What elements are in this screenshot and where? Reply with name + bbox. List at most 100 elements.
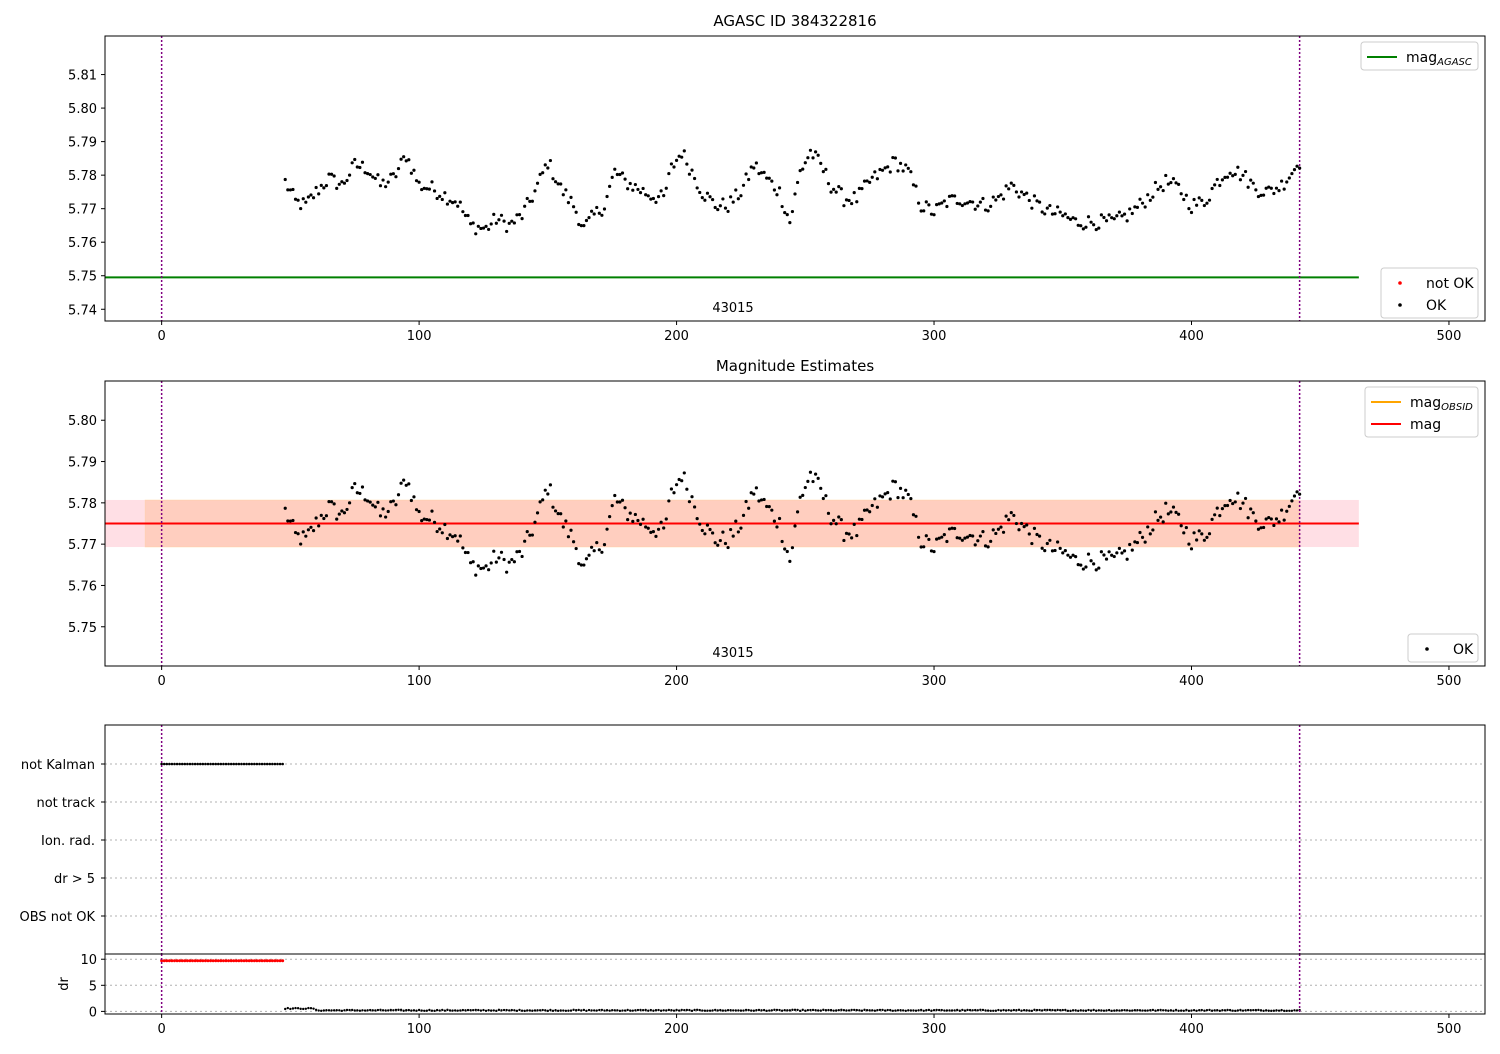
dr-ok-point <box>901 1009 905 1012</box>
top-ok-point <box>1056 205 1060 209</box>
dr-ok-point <box>783 1008 786 1012</box>
dr-ok-point <box>1236 1009 1240 1012</box>
dr-ok-point <box>1290 1009 1294 1012</box>
top-ok-point <box>1112 217 1116 221</box>
top-ok-point <box>945 204 949 209</box>
mid-ok-point <box>731 534 735 538</box>
top-ok-point <box>1058 210 1062 214</box>
top-ok-point <box>1061 214 1065 218</box>
mid-ok-point <box>752 492 756 496</box>
mid-ok-point <box>932 549 936 554</box>
dr-ok-point <box>307 1006 310 1010</box>
mid-ok-point <box>965 535 970 539</box>
dr-ok-point <box>1159 1008 1162 1012</box>
mid-ok-point <box>981 530 985 534</box>
mid-ok-point <box>584 557 589 561</box>
dr-ok-point <box>1120 1009 1124 1012</box>
dr-ok-point <box>1038 1008 1041 1012</box>
dr-ok-point <box>919 1008 923 1012</box>
mid-ok-point <box>1079 563 1083 567</box>
top-ok-point <box>299 206 303 211</box>
dr-ok-point <box>572 1008 575 1012</box>
mid-ok-point <box>891 479 895 483</box>
middle-chart-title: Magnitude Estimates <box>716 357 874 375</box>
top-ok-point <box>857 186 861 191</box>
mid-ok-point <box>1153 510 1158 514</box>
top-ok-point <box>618 172 622 177</box>
mid-ok-point <box>373 505 377 509</box>
mid-ok-point <box>777 516 782 521</box>
mid-ok-point <box>474 573 478 577</box>
top-ok-point <box>824 167 828 171</box>
top-ok-point <box>468 222 473 226</box>
mid-ytick-label: 5.77 <box>68 538 97 553</box>
dr-ok-point <box>1056 1008 1059 1012</box>
dr-ok-point <box>1064 1008 1067 1012</box>
dr-xtick-label: 500 <box>1437 1022 1462 1037</box>
dr-ok-point <box>1210 1009 1214 1012</box>
dr-ok-point <box>384 1009 387 1012</box>
top-ok-point <box>1192 197 1196 202</box>
mid-ok-point <box>425 517 429 522</box>
mid-ok-point <box>1200 532 1204 536</box>
mid-ok-point <box>824 494 828 498</box>
dr-not-ok-point <box>178 959 182 963</box>
top-ok-point <box>332 174 336 178</box>
mid-ok-point <box>924 534 928 538</box>
dr-ok-point <box>554 1009 557 1012</box>
dr-not-ok-point <box>209 959 213 963</box>
dr-axes-frame <box>104 953 1486 1015</box>
top-ok-point <box>435 196 439 201</box>
mid-ok-point <box>842 538 846 543</box>
top-ok-point <box>649 197 653 201</box>
top-ok-point <box>1086 215 1091 219</box>
top-ok-point <box>1117 210 1122 214</box>
dr-not-ok-point <box>214 959 218 963</box>
mid-ok-point <box>1001 530 1006 534</box>
mid-ok-point <box>808 470 813 474</box>
flag-point <box>214 762 218 766</box>
mid-ok-point <box>499 550 504 554</box>
mid-ok-point <box>620 498 625 502</box>
top-ok-point <box>381 178 385 182</box>
top-ok-point <box>438 194 442 198</box>
top-ok-point <box>368 172 372 177</box>
dr-ok-point <box>531 1009 534 1012</box>
mid-ok-point <box>492 549 496 553</box>
dr-ok-point <box>1208 1008 1211 1012</box>
top-ok-point <box>826 182 831 186</box>
mid-ok-point <box>772 519 777 523</box>
mid-ok-point <box>422 517 426 521</box>
mid-ok-point <box>610 503 614 508</box>
mid-ok-point <box>744 499 748 504</box>
top-ok-point <box>1081 227 1085 231</box>
top-ok-point <box>971 200 975 204</box>
mid-ok-point <box>775 525 779 529</box>
dr-not-ok-point <box>211 959 215 963</box>
dr-ok-point <box>747 1008 750 1012</box>
mid-ok-point <box>1256 527 1261 531</box>
top-ok-point <box>1290 171 1294 176</box>
mid-ok-point <box>329 500 334 504</box>
dr-ok-point <box>592 1009 596 1012</box>
dr-ok-point <box>1131 1009 1134 1012</box>
top-ok-point <box>726 209 730 214</box>
dr-ok-point <box>1179 1009 1183 1012</box>
top-ok-point <box>734 188 738 192</box>
top-ok-point <box>497 218 501 222</box>
top-ok-point <box>739 194 743 198</box>
mid-ok-point <box>1225 503 1230 508</box>
top-ok-point <box>1125 219 1129 223</box>
mid-ok-point <box>432 520 437 524</box>
dr-ok-point <box>1110 1009 1113 1013</box>
top-ok-point <box>680 155 684 159</box>
top-xtick-label: 400 <box>1179 329 1204 344</box>
dr-ok-point <box>330 1009 333 1012</box>
top-ok-point <box>813 150 818 154</box>
top-ok-point <box>322 186 326 190</box>
top-ok-point <box>1241 173 1245 177</box>
flag-point <box>204 762 207 766</box>
dr-ok-point <box>894 1009 897 1012</box>
mid-ok-point <box>468 561 473 565</box>
top-ok-point <box>505 229 509 234</box>
